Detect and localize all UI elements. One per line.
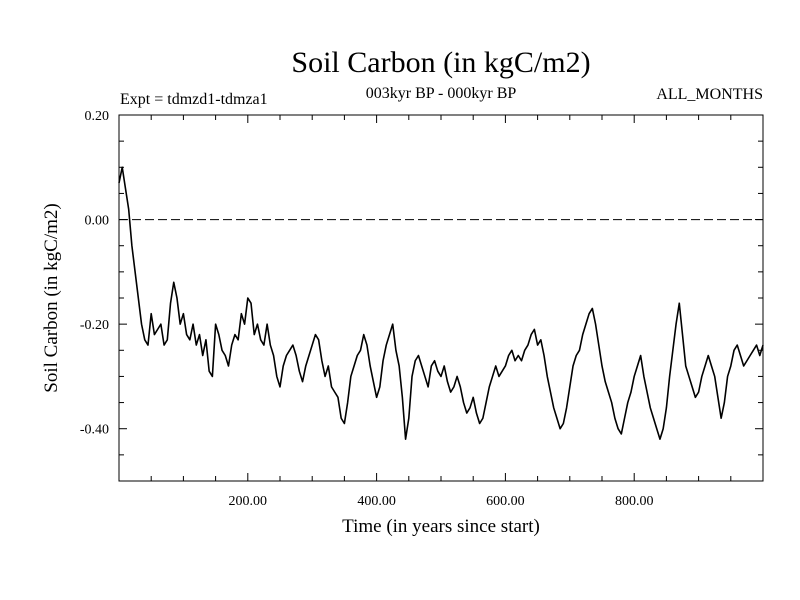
y-tick-label: 0.00 <box>85 214 110 229</box>
plot-frame <box>118 114 764 482</box>
y-tick-label: 0.20 <box>85 109 110 124</box>
y-tick-label: -0.40 <box>80 423 109 438</box>
x-tick-label: 600.00 <box>486 494 525 509</box>
period-label: 003kyr BP - 000kyr BP <box>366 85 517 102</box>
y-tick-label: -0.20 <box>80 318 109 333</box>
x-tick-label: 800.00 <box>615 494 654 509</box>
x-axis-label: Time (in years since start) <box>342 516 540 537</box>
experiment-label: Expt = tdmzd1-tdmza1 <box>120 91 268 108</box>
x-tick-label: 400.00 <box>357 494 396 509</box>
y-axis-label: Soil Carbon (in kgC/m2) <box>41 203 62 392</box>
soil-carbon-series-line <box>118 166 764 440</box>
months-label: ALL_MONTHS <box>656 86 763 103</box>
x-tick-label: 200.00 <box>229 494 268 509</box>
chart-title: Soil Carbon (in kgC/m2) <box>291 46 590 79</box>
plot-area: 0.20 0.00 -0.20 -0.40 200.00 400.00 600.00 800.… <box>80 109 764 509</box>
